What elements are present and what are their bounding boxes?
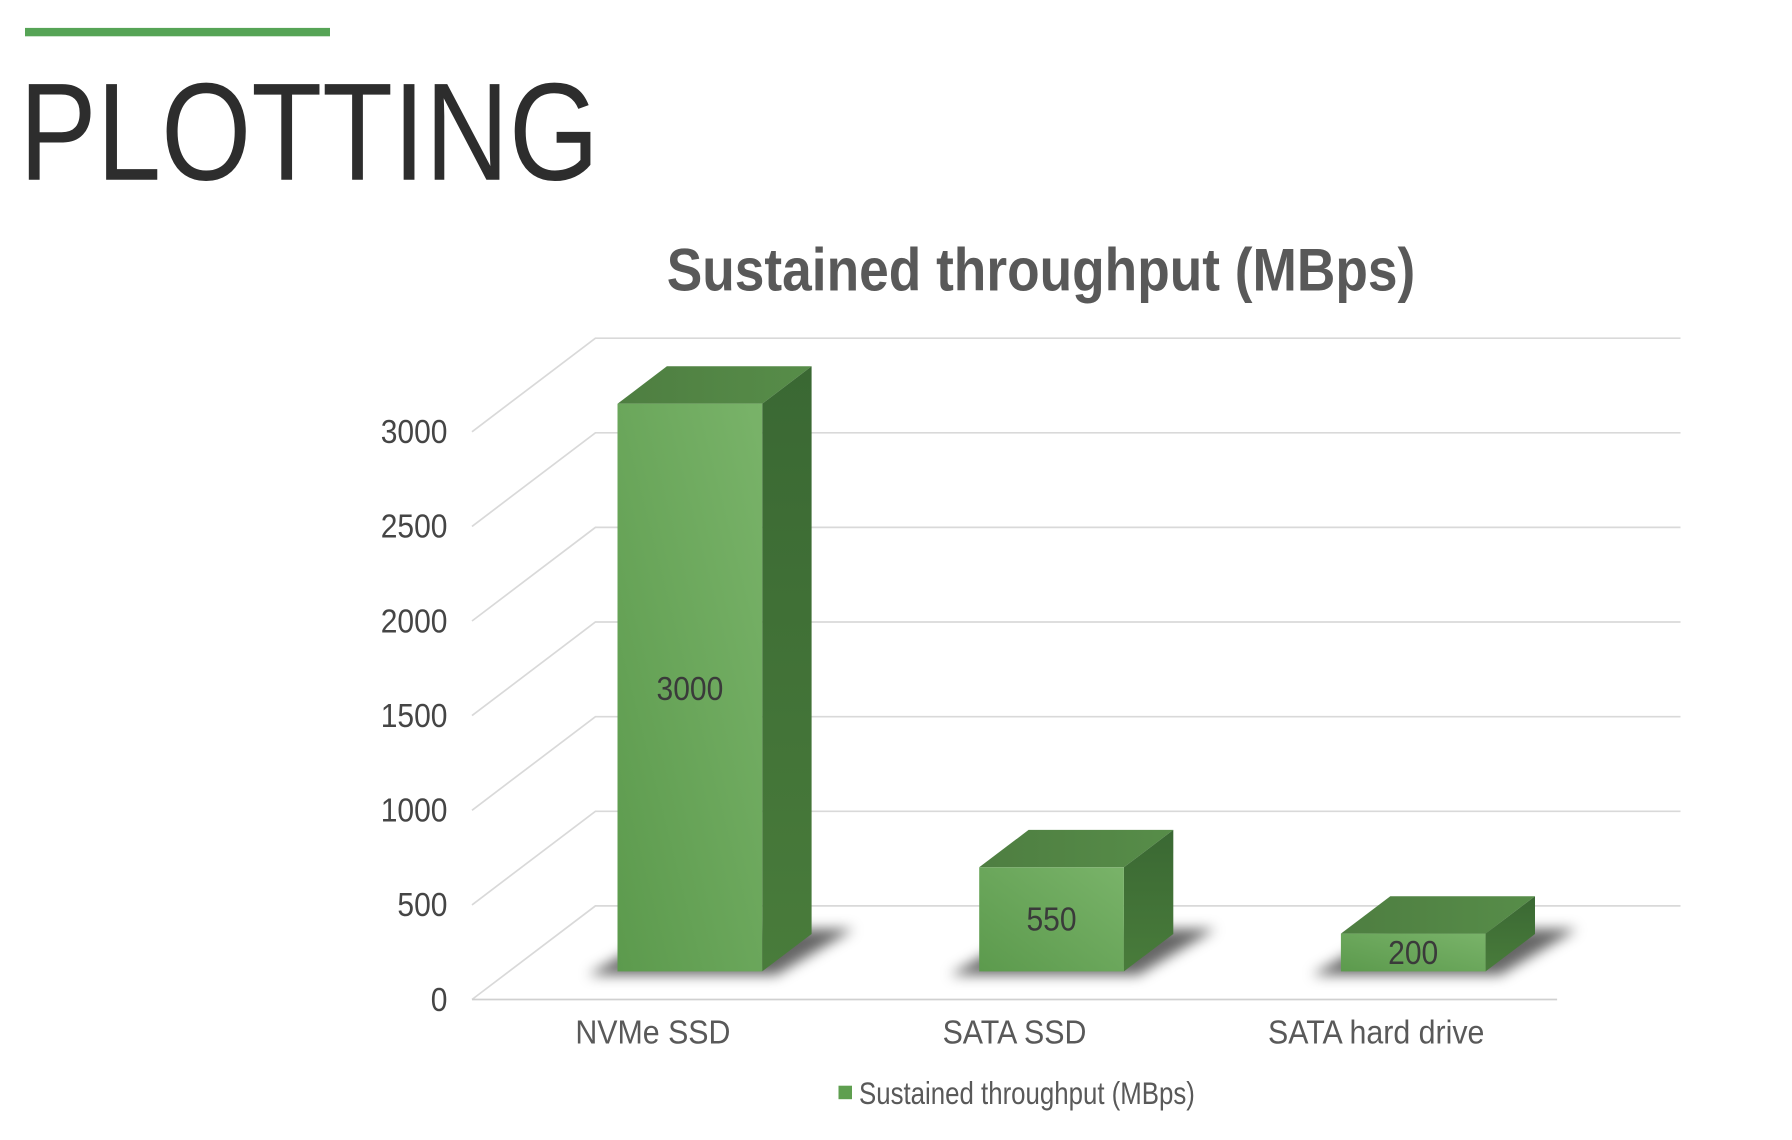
svg-text:0: 0 [431,980,448,1018]
svg-text:1000: 1000 [381,791,448,829]
svg-text:SATA SSD: SATA SSD [943,1013,1087,1050]
svg-text:SATA hard drive: SATA hard drive [1268,1013,1484,1050]
svg-text:1500: 1500 [381,697,448,735]
svg-text:500: 500 [397,886,447,924]
svg-text:PLOTTING: PLOTTING [19,55,599,210]
svg-text:3000: 3000 [657,670,724,708]
svg-text:550: 550 [1026,900,1076,938]
svg-text:2000: 2000 [381,602,448,640]
svg-text:NVMe SSD: NVMe SSD [575,1013,730,1050]
svg-text:3000: 3000 [381,413,448,451]
svg-text:Sustained throughput (MBps): Sustained throughput (MBps) [667,237,1416,304]
svg-text:Sustained throughput (MBps): Sustained throughput (MBps) [859,1076,1195,1111]
svg-text:200: 200 [1388,933,1438,971]
svg-text:2500: 2500 [381,507,448,545]
